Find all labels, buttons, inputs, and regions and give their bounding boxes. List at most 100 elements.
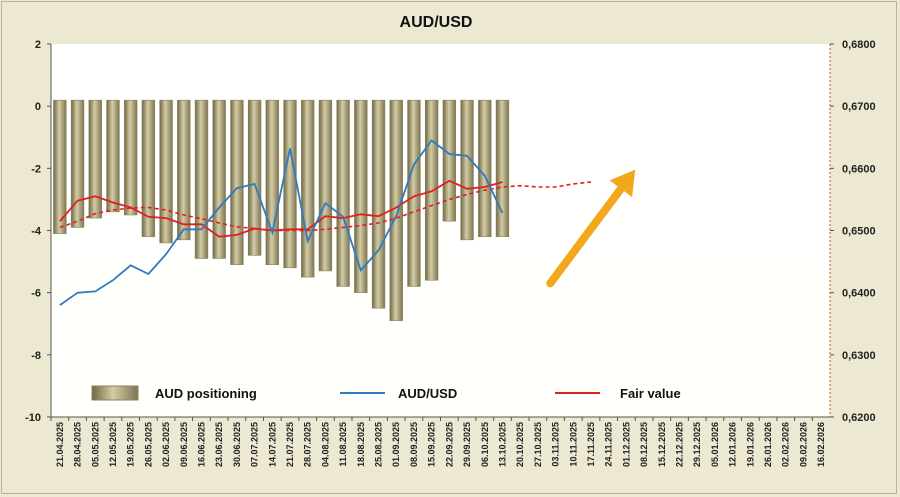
x-tick-label: 08.12.2025 [639,422,649,467]
right-tick-label: 0,6300 [842,350,876,362]
x-tick-label: 21.04.2025 [55,422,65,467]
x-tick-label: 20.10.2025 [515,422,525,467]
x-tick-label: 24.11.2025 [604,422,614,467]
x-tick-label: 10.11.2025 [568,422,578,467]
positioning-bar [336,99,350,287]
x-tick-label: 12.05.2025 [108,422,118,467]
legend: AUD positioning AUD/USD Fair value [91,385,681,401]
trend-arrow-shaft [546,184,625,288]
x-tick-label: 22.12.2025 [675,422,685,467]
x-tick-label: 14.07.2025 [267,422,277,467]
x-tick-label: 22.09.2025 [444,422,454,467]
audusd-line [59,139,504,306]
right-axis: 0,6800 0,6700 0,6600 0,6500 0,6400 0,6300 0,62… [829,39,876,424]
right-tick-label: 0,6600 [842,163,876,175]
x-tick-label: 05.05.2025 [90,422,100,467]
positioning-bar [141,99,156,238]
x-tick-label: 18.08.2025 [356,422,366,467]
right-tick-label: 0,6400 [842,288,876,300]
legend-label-audusd: AUD/USD [398,386,457,401]
positioning-bar [407,99,421,287]
x-tick-label: 15.12.2025 [657,422,667,467]
left-tick-label: -2 [31,163,41,175]
x-tick-label: 12.01.2026 [728,422,738,467]
left-tick-label: -8 [31,350,41,362]
x-tick-label: 26.01.2026 [763,422,773,467]
positioning-bar [318,99,333,272]
positioning-bar [53,99,67,234]
trend-arrow-head [609,169,636,198]
positioning-bar [301,99,315,278]
positioning-bar [106,99,120,213]
x-tick-label: 08.09.2025 [409,422,419,467]
right-tick-label: 0,6200 [842,412,876,424]
positioning-bar [212,99,226,259]
positioning-bar [123,99,138,216]
left-tick-label: -4 [31,226,42,238]
positioning-bar [230,99,244,265]
positioning-bar [70,99,85,228]
positioning-bar [442,99,457,222]
right-tick-label: 0,6500 [842,226,876,238]
positioning-bar [194,99,209,259]
x-tick-label: 06.10.2025 [480,422,490,467]
x-tick-label: 26.05.2025 [143,422,153,467]
right-tick-label: 0,6700 [842,101,876,113]
x-tick-label: 09.06.2025 [179,422,189,467]
x-tick-label: 02.02.2026 [781,422,791,467]
x-tick-label: 23.06.2025 [214,422,224,467]
series-lines [59,139,592,306]
positioning-bar [460,99,474,241]
x-tick-label: 01.12.2025 [621,422,631,467]
positioning-bars [53,99,510,321]
positioning-bar [371,99,386,309]
positioning-bar [424,99,439,281]
x-tick-label: 03.11.2025 [551,422,561,467]
x-tick-label: 15.09.2025 [427,422,437,467]
x-tick-label: 25.08.2025 [374,422,384,467]
legend-label-fair-value: Fair value [620,386,681,401]
x-tick-label: 04.08.2025 [320,422,330,467]
positioning-bar [265,99,279,265]
x-tick-label: 19.01.2026 [745,422,755,467]
fair-value-line [59,179,503,238]
left-tick-label: 2 [35,39,41,51]
legend-label-positioning: AUD positioning [155,386,257,401]
x-axis: 21.04.2025 28.04.2025 05.05.2025 12.05.2025… [50,416,830,467]
positioning-bar [478,99,492,238]
positioning-bar [159,99,173,244]
x-tick-label: 11.08.2025 [338,422,348,467]
positioning-bar [495,99,510,238]
positioning-bar [177,99,191,241]
left-tick-label: -10 [25,412,41,424]
positioning-bar [283,99,297,269]
left-axis: 2 0 -2 -4 -6 -8 -10 [25,39,52,424]
right-tick-label: 0,6800 [842,39,876,51]
positioning-bar [247,99,262,256]
x-tick-label: 01.09.2025 [391,422,401,467]
x-tick-label: 29.12.2025 [692,422,702,467]
left-tick-label: -6 [31,288,41,300]
x-tick-label: 29.09.2025 [462,422,472,467]
x-tick-label: 07.07.2025 [250,422,260,467]
positioning-bar [88,99,102,219]
x-tick-label: 02.06.2025 [161,422,171,467]
x-tick-label: 16.02.2026 [816,422,826,467]
x-tick-label: 27.10.2025 [533,422,543,467]
x-tick-label: 09.02.2026 [798,422,808,467]
x-tick-label: 17.11.2025 [586,422,596,467]
chart-title: AUD/USD [400,14,473,31]
x-tick-label: 21.07.2025 [285,422,295,467]
positioning-bar [354,99,368,293]
fair-value-trend-line [59,181,592,232]
legend-swatch-positioning [91,385,139,401]
x-tick-label: 05.01.2026 [710,422,720,467]
x-tick-label: 16.06.2025 [196,422,206,467]
x-tick-label: 13.10.2025 [497,422,507,467]
x-tick-label: 28.07.2025 [303,422,313,467]
x-tick-label: 28.04.2025 [73,422,83,467]
x-tick-label: 19.05.2025 [126,422,136,467]
x-tick-label: 30.06.2025 [232,422,242,467]
trend-arrow [546,169,636,288]
